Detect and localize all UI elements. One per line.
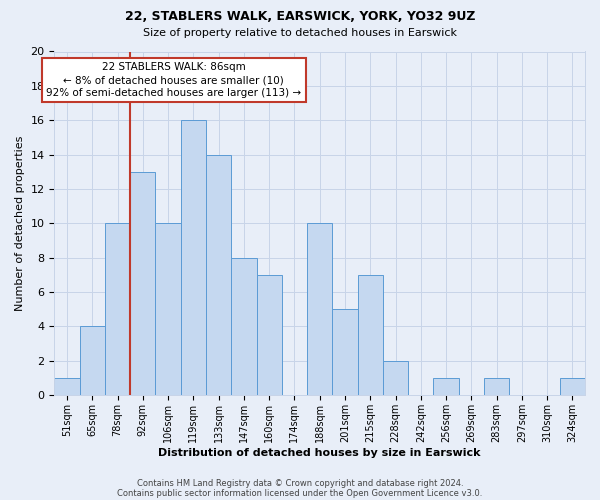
Bar [130, 172, 155, 395]
Bar [155, 223, 181, 395]
X-axis label: Distribution of detached houses by size in Earswick: Distribution of detached houses by size … [158, 448, 481, 458]
Text: 22, STABLERS WALK, EARSWICK, YORK, YO32 9UZ: 22, STABLERS WALK, EARSWICK, YORK, YO32 … [125, 10, 475, 23]
Bar [484, 378, 509, 395]
Bar [257, 274, 282, 395]
Bar [55, 378, 80, 395]
Text: 22 STABLERS WALK: 86sqm
← 8% of detached houses are smaller (10)
92% of semi-det: 22 STABLERS WALK: 86sqm ← 8% of detached… [46, 62, 301, 98]
Bar [181, 120, 206, 395]
Bar [433, 378, 458, 395]
Bar [358, 274, 383, 395]
Bar [383, 360, 408, 395]
Text: Contains HM Land Registry data © Crown copyright and database right 2024.: Contains HM Land Registry data © Crown c… [137, 478, 463, 488]
Y-axis label: Number of detached properties: Number of detached properties [15, 136, 25, 311]
Bar [332, 309, 358, 395]
Text: Size of property relative to detached houses in Earswick: Size of property relative to detached ho… [143, 28, 457, 38]
Bar [105, 223, 130, 395]
Bar [560, 378, 585, 395]
Bar [206, 154, 231, 395]
Bar [307, 223, 332, 395]
Text: Contains public sector information licensed under the Open Government Licence v3: Contains public sector information licen… [118, 488, 482, 498]
Bar [231, 258, 257, 395]
Bar [80, 326, 105, 395]
